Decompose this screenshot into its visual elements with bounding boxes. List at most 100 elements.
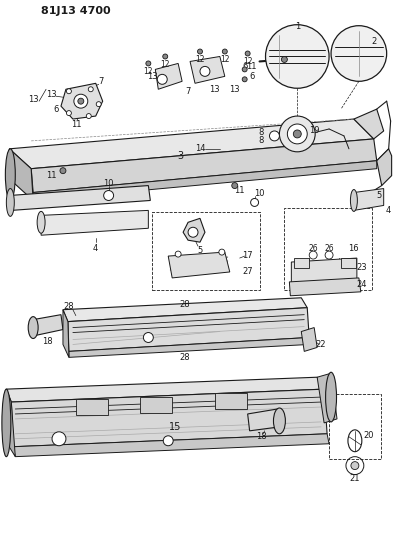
Circle shape [245,51,250,56]
Circle shape [86,114,91,118]
Text: 25: 25 [297,259,306,268]
Text: 13: 13 [28,95,38,104]
Circle shape [242,67,247,72]
Circle shape [74,94,88,108]
Circle shape [325,251,333,259]
Circle shape [270,131,280,141]
Text: 9: 9 [289,54,294,63]
Polygon shape [6,389,15,457]
Circle shape [143,333,153,343]
Text: 18: 18 [42,337,52,346]
Text: 11: 11 [46,171,56,180]
Polygon shape [248,409,280,431]
Ellipse shape [6,189,14,216]
Text: 19: 19 [309,126,320,135]
Polygon shape [61,83,103,119]
Text: 6: 6 [242,62,248,71]
Text: 3: 3 [177,151,183,161]
Circle shape [96,102,101,107]
Text: 12: 12 [160,60,170,69]
Circle shape [163,436,173,446]
Ellipse shape [350,190,357,212]
Polygon shape [6,377,324,402]
Polygon shape [11,389,327,447]
Circle shape [157,75,167,84]
Text: 26: 26 [308,244,318,253]
Circle shape [78,98,84,104]
Text: 13: 13 [209,85,220,94]
Text: 28: 28 [180,300,190,309]
Text: 8: 8 [259,128,264,138]
Circle shape [222,49,227,54]
Polygon shape [168,252,230,278]
Bar [294,258,309,268]
Text: 18: 18 [256,432,267,441]
Polygon shape [141,397,172,413]
Text: 28: 28 [64,302,74,311]
Text: 12: 12 [144,67,153,76]
Polygon shape [317,373,337,423]
Polygon shape [31,139,377,192]
Bar [329,394,381,458]
Text: 10: 10 [103,179,114,188]
Bar [341,258,356,268]
Text: 8: 8 [259,136,264,146]
Circle shape [242,77,247,82]
Text: 20: 20 [364,431,374,440]
Polygon shape [33,314,63,335]
Polygon shape [354,189,384,211]
Polygon shape [354,109,384,139]
Polygon shape [63,298,307,321]
Polygon shape [183,219,205,242]
Polygon shape [291,258,357,286]
Polygon shape [68,308,309,351]
Ellipse shape [6,149,15,200]
Polygon shape [215,393,247,409]
Polygon shape [289,278,361,296]
Ellipse shape [2,389,11,457]
Polygon shape [10,119,374,168]
Text: 13: 13 [229,85,240,94]
Text: 7: 7 [98,77,103,86]
Circle shape [60,168,66,174]
Bar [152,212,259,290]
Text: 28: 28 [180,353,190,362]
Text: 11: 11 [246,62,257,71]
Polygon shape [301,328,317,351]
Circle shape [188,227,198,237]
Text: 11: 11 [234,186,245,195]
Polygon shape [69,337,309,357]
Text: 2: 2 [371,37,376,46]
Text: 24: 24 [356,280,367,289]
Circle shape [67,89,71,94]
Text: 23: 23 [356,263,367,272]
Circle shape [219,249,225,255]
Circle shape [351,462,359,470]
Text: 5: 5 [197,246,203,255]
Text: 26: 26 [324,244,334,253]
Text: 22: 22 [316,340,326,349]
Text: 10: 10 [254,189,265,198]
Polygon shape [13,434,329,457]
Circle shape [88,87,93,92]
Text: 16: 16 [348,244,359,253]
Text: 13: 13 [147,72,158,81]
Circle shape [200,67,210,76]
Polygon shape [41,211,148,235]
Text: 5: 5 [376,191,381,200]
Text: 6: 6 [53,104,59,114]
Circle shape [175,251,181,257]
Circle shape [52,432,66,446]
Circle shape [67,111,71,116]
Text: 6: 6 [249,72,254,81]
Circle shape [163,54,168,59]
Text: 13: 13 [46,90,56,99]
Text: 17: 17 [242,251,253,260]
Polygon shape [10,149,33,200]
Circle shape [331,26,386,82]
Text: 4: 4 [386,206,391,215]
Circle shape [104,190,114,200]
Text: 25: 25 [343,259,353,268]
Polygon shape [155,63,182,89]
Polygon shape [377,149,392,185]
